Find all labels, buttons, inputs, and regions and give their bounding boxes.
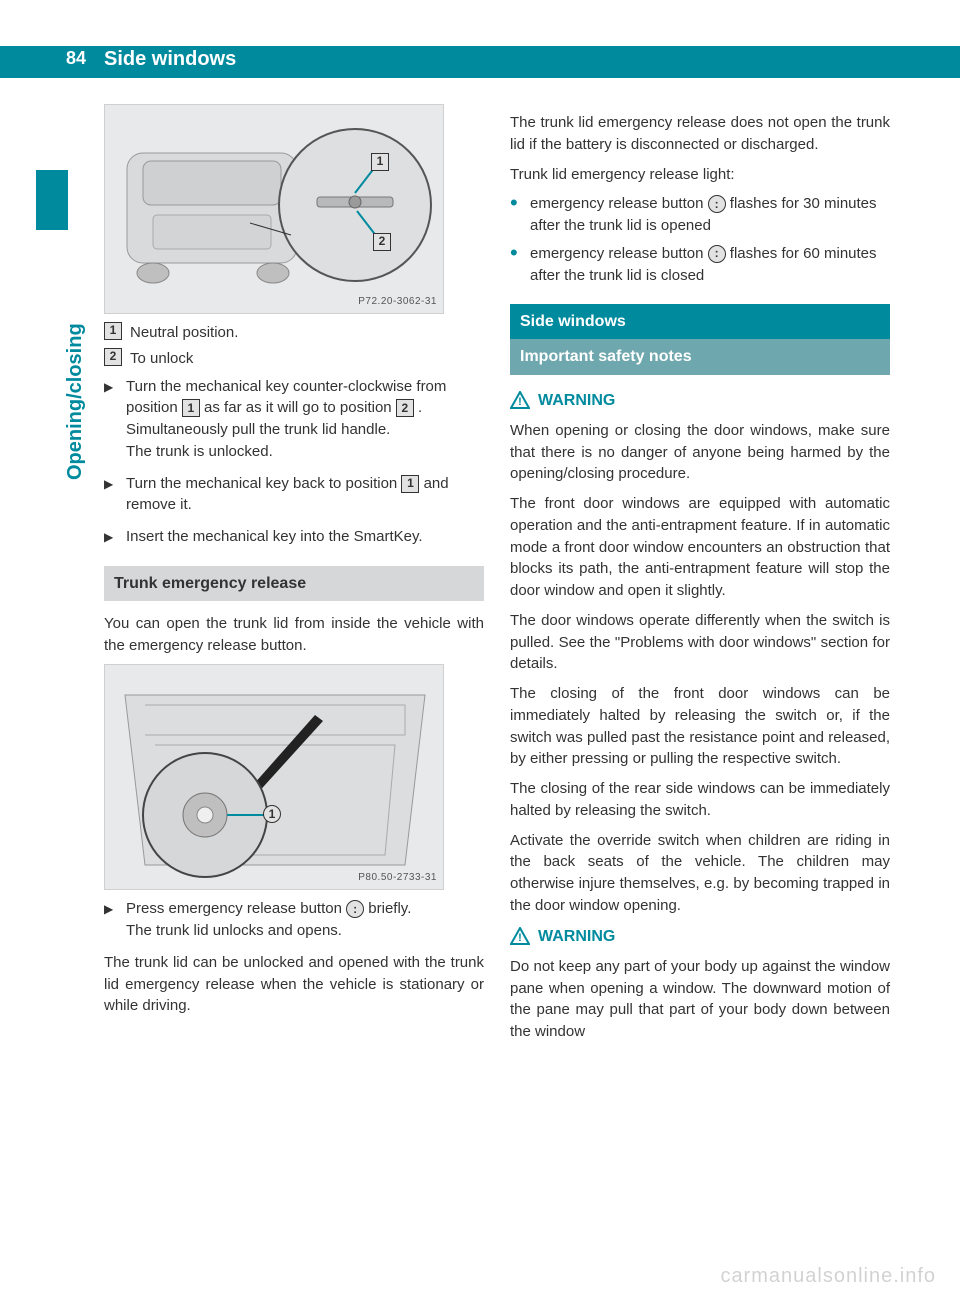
section-important-safety-notes: Important safety notes [510,339,890,374]
inline-badge-circ: : [346,900,364,918]
instruction-press-release: ▶ Press emergency release button : brief… [104,898,484,942]
legend-badge-2: 2 [104,348,122,366]
callout-badge-1: 1 [371,153,389,171]
section-side-windows: Side windows [510,304,890,339]
callout-badge-2: 2 [373,233,391,251]
warning-heading-1: ! WARNING [510,389,890,412]
legend-row-2: 2 To unlock [104,348,484,370]
warning-heading-2: ! WARNING [510,925,890,948]
left-column: 1 2 P72.20-3062-31 1 Neutral position. 2… [104,104,484,1025]
section-trunk-emergency-release: Trunk emergency release [104,566,484,601]
instruction-body: Insert the mechanical key into the Smart… [126,526,484,548]
warn1-p2: The front door windows are equipped with… [510,493,890,602]
page: 84 Side windows Opening/closing [0,0,960,1302]
right-para-2: Trunk lid emergency release light: [510,164,890,186]
legend-row-1: 1 Neutral position. [104,322,484,344]
instruction-2: ▶ Turn the mechanical key back to positi… [104,473,484,517]
bullet-dot-icon: • [510,193,522,209]
instruction-body: Turn the mechanical key back to position… [126,473,484,517]
inline-badge-2: 2 [396,399,414,417]
warn1-p3: The door windows operate differently whe… [510,610,890,675]
instruction-body: Turn the mechanical key counter-clockwis… [126,376,484,463]
bullet-text: emergency release button : flashes for 3… [530,193,890,237]
svg-text:!: ! [518,396,522,408]
instruction-body: Press emergency release button : briefly… [126,898,484,942]
warn1-p1: When opening or closing the door windows… [510,420,890,485]
side-tab-marker [36,170,68,230]
warning-label: WARNING [538,389,615,412]
trunk-inside-svg [105,665,445,891]
inline-badge-circ: : [708,245,726,263]
car-rear-svg [105,105,445,315]
warn1-p6: Activate the override switch when childr… [510,830,890,917]
right-column: The trunk lid emergency release does not… [510,104,890,1051]
bullet-text: emergency release button : flashes for 6… [530,243,890,287]
instruction-marker: ▶ [104,898,118,918]
instruction-marker: ▶ [104,376,118,396]
illustration-trunk-key: 1 2 P72.20-3062-31 [104,104,444,314]
illustration-ref: P80.50-2733-31 [358,871,437,886]
warn1-p4: The closing of the front door windows ca… [510,683,890,770]
illustration-ref: P72.20-3062-31 [358,295,437,310]
bullet-1: • emergency release button : flashes for… [510,193,890,237]
warning-label: WARNING [538,925,615,948]
instruction-marker: ▶ [104,526,118,546]
warning-triangle-icon: ! [510,927,530,945]
bullet-2: • emergency release button : flashes for… [510,243,890,287]
trunk-release-intro: You can open the trunk lid from inside t… [104,613,484,657]
legend-text-2: To unlock [130,348,193,370]
header-title: Side windows [104,48,236,71]
inline-badge-circ: : [708,195,726,213]
page-number: 84 [66,48,86,69]
illustration-emergency-button: 1 P80.50-2733-31 [104,664,444,890]
instruction-1: ▶ Turn the mechanical key counter-clockw… [104,376,484,463]
legend-text-1: Neutral position. [130,322,238,344]
watermark: carmanualsonline.info [720,1265,936,1288]
legend-badge-1: 1 [104,322,122,340]
left-tail-paragraph: The trunk lid can be unlocked and opened… [104,952,484,1017]
inline-badge-1: 1 [401,475,419,493]
warn2-p1: Do not keep any part of your body up aga… [510,956,890,1043]
svg-text:!: ! [518,932,522,944]
bullet-dot-icon: • [510,243,522,259]
instruction-marker: ▶ [104,473,118,493]
right-para-1: The trunk lid emergency release does not… [510,112,890,156]
instruction-3: ▶ Insert the mechanical key into the Sma… [104,526,484,548]
side-tab-label: Opening/closing [64,323,87,480]
warn1-p5: The closing of the rear side windows can… [510,778,890,822]
inline-badge-1: 1 [182,399,200,417]
warning-triangle-icon: ! [510,391,530,409]
